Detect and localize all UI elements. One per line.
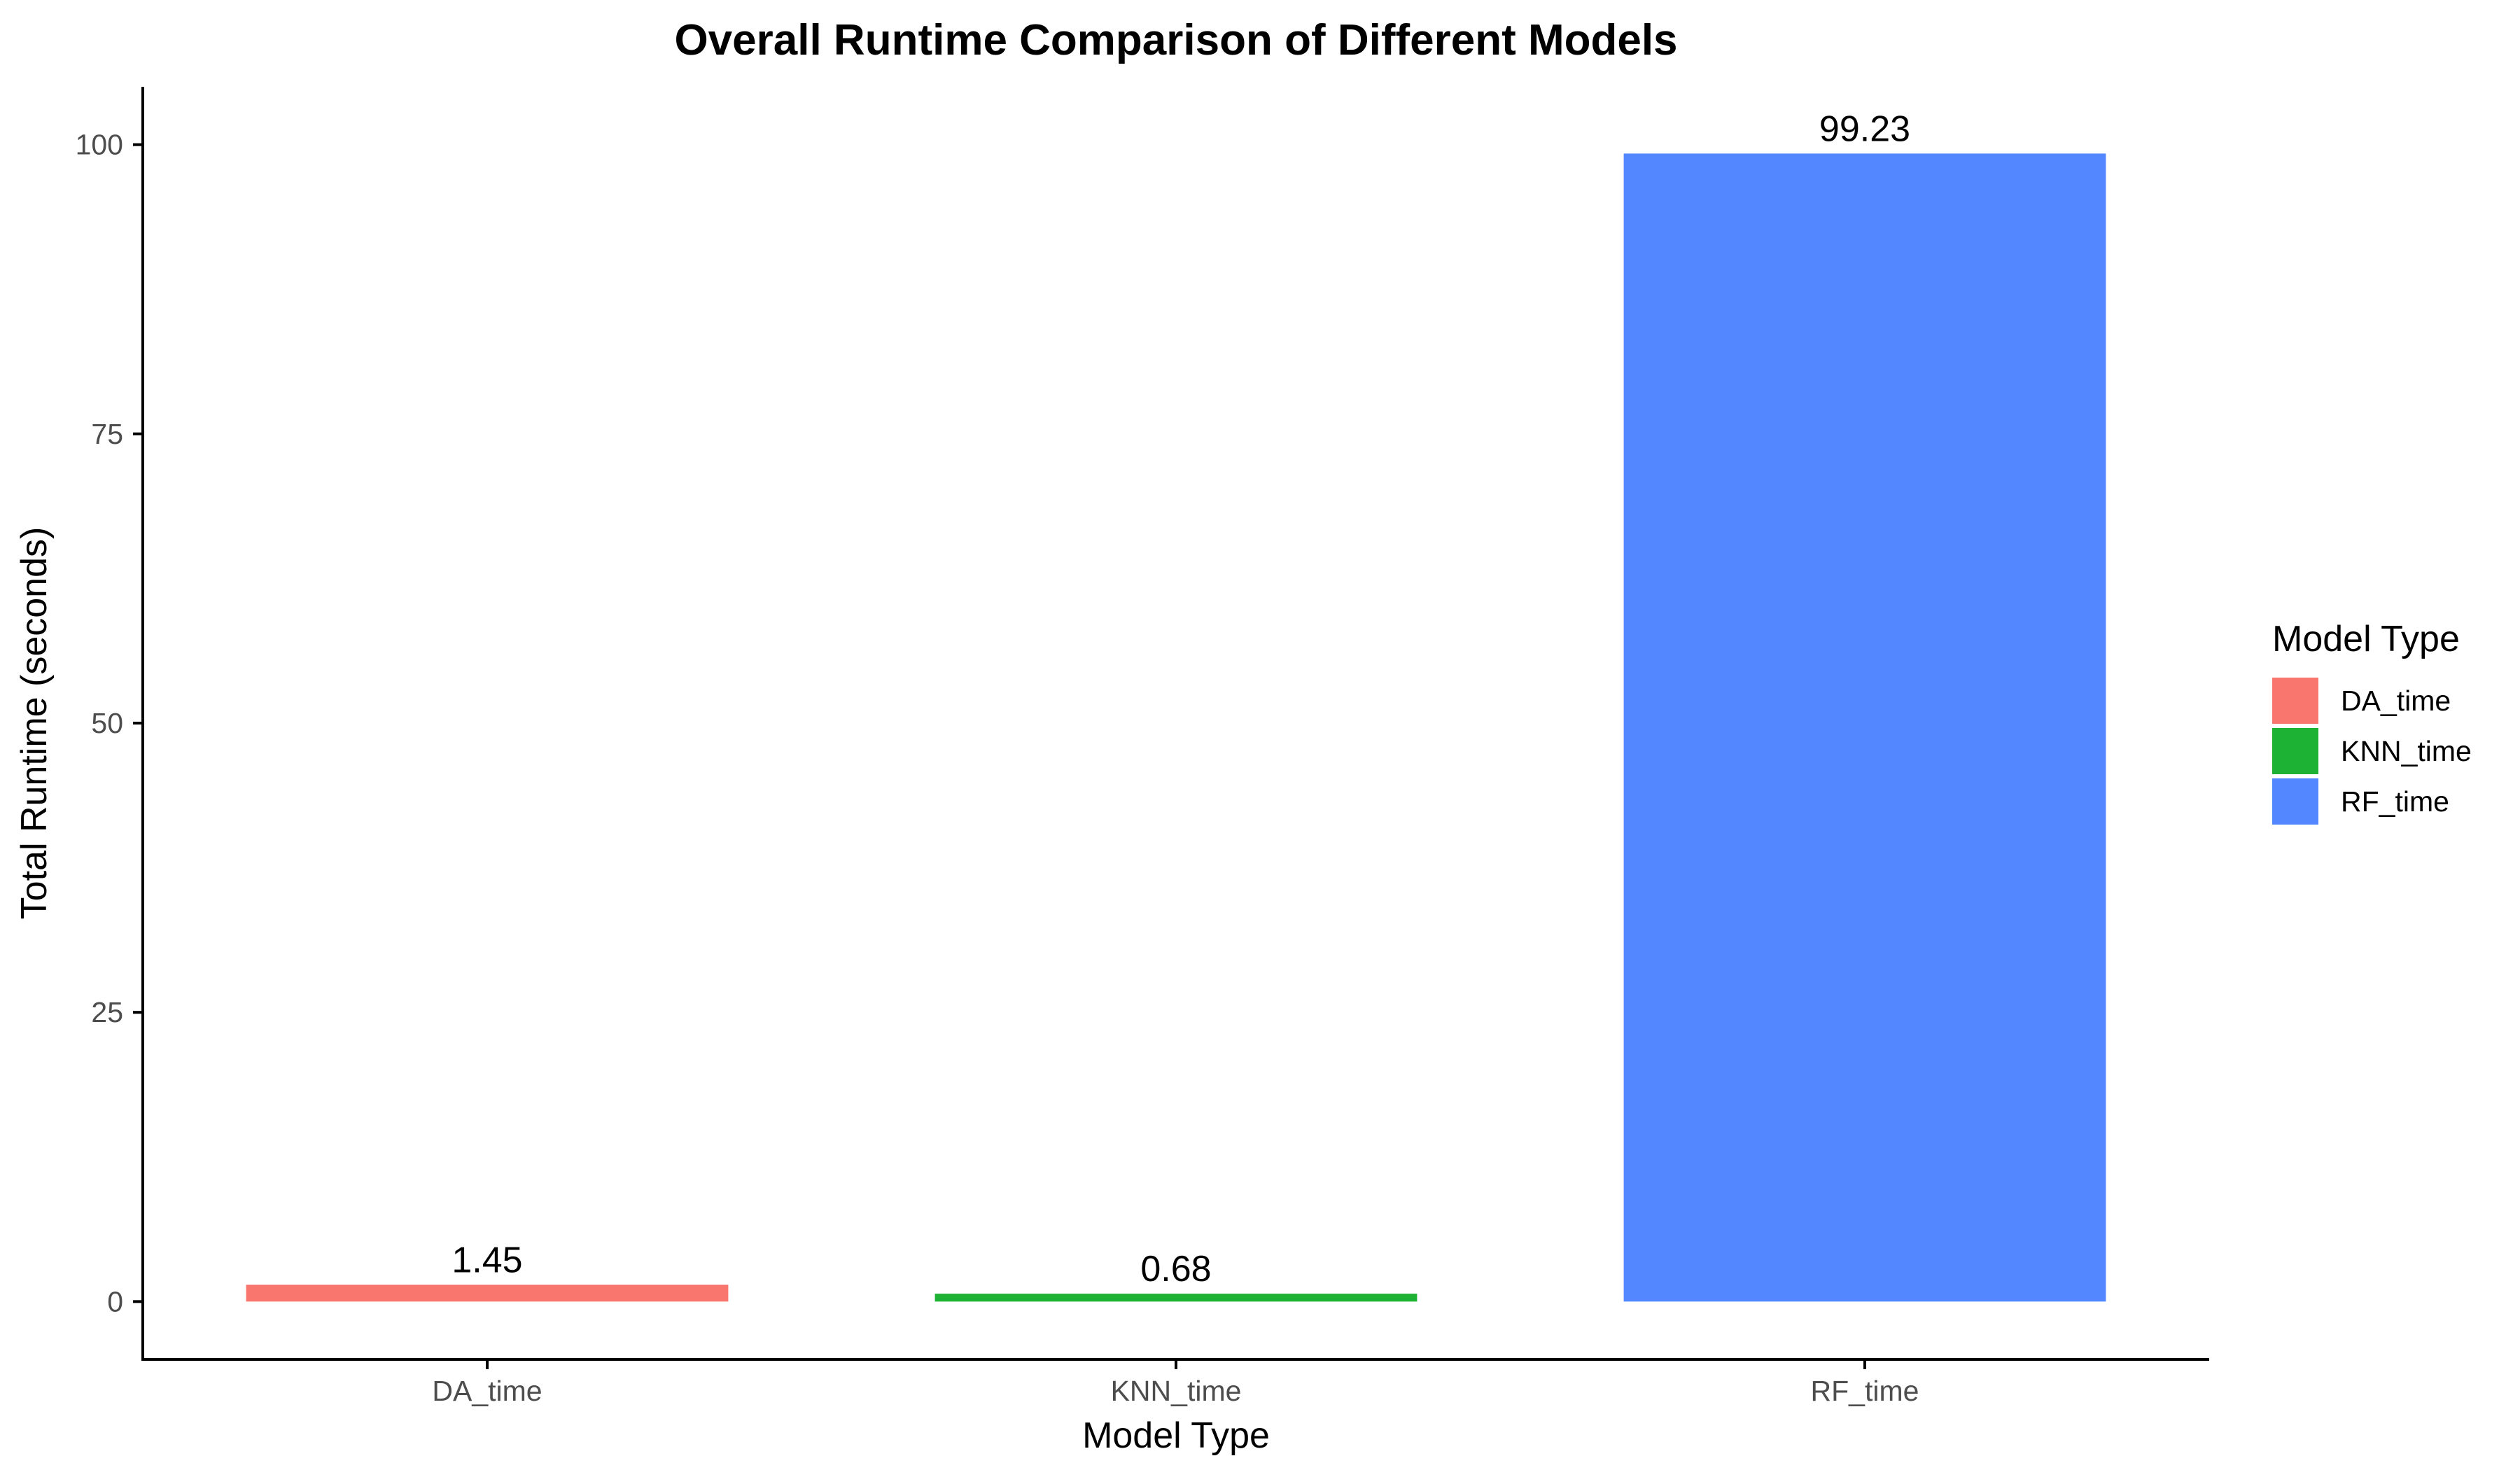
bar-da-time <box>246 1284 729 1302</box>
data-label: 99.23 <box>1819 108 1910 149</box>
legend-items: DA_time KNN_time RF_time <box>2272 678 2472 825</box>
y-tick-label: 50 <box>91 707 123 739</box>
x-tick-label: DA_time <box>432 1375 542 1407</box>
data-labels: 1.45 0.68 99.23 <box>451 108 1910 1289</box>
x-tick-label: KNN_time <box>1111 1375 1242 1407</box>
y-tick-label: 75 <box>91 418 123 450</box>
x-tick-label: RF_time <box>1811 1375 1919 1407</box>
data-label: 1.45 <box>451 1240 522 1280</box>
legend-swatch <box>2272 678 2318 724</box>
legend: Model Type DA_time KNN_time RF_time <box>2272 619 2472 825</box>
x-axis-title: Model Type <box>1082 1415 1270 1456</box>
y-axis-ticks: 0 25 50 75 100 <box>76 129 143 1317</box>
legend-swatch <box>2272 778 2318 825</box>
y-tick-label: 25 <box>91 996 123 1028</box>
bar-knn-time <box>934 1294 1418 1302</box>
legend-title: Model Type <box>2272 619 2460 659</box>
x-axis-ticks: DA_time KNN_time RF_time <box>432 1359 1919 1407</box>
bars <box>246 153 2106 1302</box>
legend-label: KNN_time <box>2341 735 2472 767</box>
y-axis-title: Total Runtime (seconds) <box>14 527 55 920</box>
y-tick-label: 0 <box>107 1285 123 1317</box>
bar-rf-time <box>1623 153 2106 1302</box>
data-label: 0.68 <box>1140 1249 1211 1289</box>
chart-title: Overall Runtime Comparison of Different … <box>674 16 1677 64</box>
legend-label: RF_time <box>2341 785 2449 818</box>
plot-area: 0 25 50 75 100 DA_time KNN_time RF_time 1.45 0.… <box>76 87 2209 1407</box>
legend-swatch <box>2272 728 2318 774</box>
legend-label: DA_time <box>2341 685 2451 717</box>
y-tick-label: 100 <box>76 129 123 161</box>
